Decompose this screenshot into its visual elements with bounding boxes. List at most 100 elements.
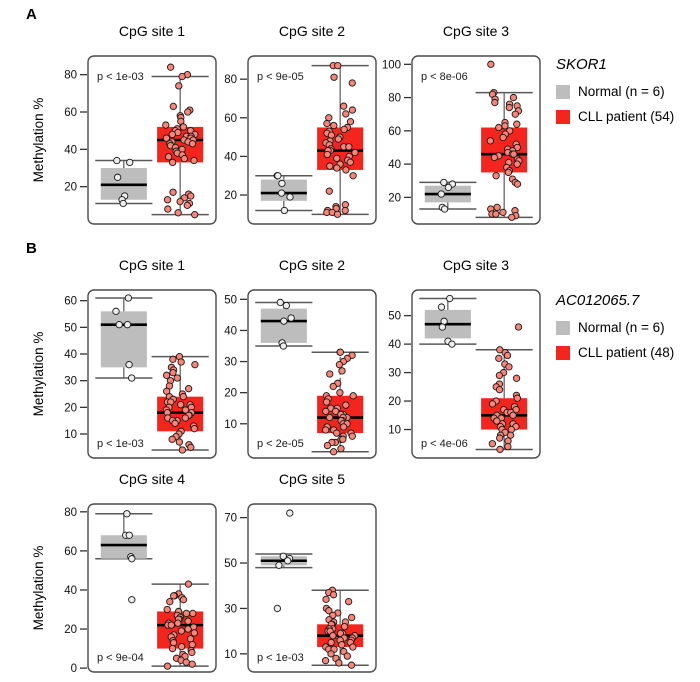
y-tick-label: 80: [64, 70, 77, 82]
data-point: [179, 123, 188, 131]
gene-name-ac012065: AC012065.7: [556, 292, 640, 309]
data-point: [174, 619, 182, 627]
data-point: [178, 72, 186, 81]
cll-boxplot-group: [311, 62, 369, 218]
data-point: [348, 79, 356, 87]
legend-label-normal: Normal (n = 6): [578, 320, 665, 335]
panel-label-a: A: [26, 6, 37, 23]
normal-boxplot-group: [255, 172, 313, 215]
normal-box: [100, 535, 147, 559]
y-tick-label: 50: [224, 294, 237, 306]
data-point: [504, 442, 512, 451]
y-tick-label: 60: [64, 296, 77, 308]
data-point: [162, 371, 171, 379]
boxplot-skor1-cpg-site-3: CpG site 3 20 40 60 80 100 p < 8e-06: [382, 23, 541, 225]
data-point: [487, 60, 495, 68]
y-tick-label: 20: [224, 388, 237, 400]
data-point: [323, 441, 332, 450]
data-point: [273, 604, 281, 613]
y-axis-label: Methylation %: [31, 546, 46, 631]
data-point: [495, 386, 504, 394]
data-point: [125, 531, 133, 539]
data-point: [336, 348, 344, 356]
data-point: [184, 385, 193, 393]
data-point: [171, 419, 179, 427]
data-point: [501, 122, 509, 130]
data-point: [169, 102, 177, 111]
data-point: [177, 627, 186, 635]
data-point: [340, 622, 349, 631]
data-point: [279, 552, 287, 560]
plot-title: CpG site 4: [119, 471, 185, 487]
data-point: [513, 180, 522, 188]
data-point: [344, 597, 353, 606]
data-point: [333, 164, 341, 172]
y-tick-label: 100: [382, 59, 401, 71]
data-point: [349, 643, 357, 651]
data-point: [342, 110, 350, 118]
legend-label-normal: Normal (n = 6): [578, 84, 665, 99]
data-point: [322, 595, 330, 604]
cll-boxplot-group: [475, 60, 533, 221]
data-point: [499, 208, 507, 217]
data-point: [167, 621, 175, 629]
y-tick-label: 40: [64, 349, 77, 361]
normal-box: [260, 179, 307, 201]
data-point: [112, 307, 120, 315]
data-point: [183, 201, 191, 209]
y-axis-label: Methylation %: [31, 332, 46, 417]
data-point: [187, 443, 195, 451]
data-point: [179, 596, 188, 604]
y-tick-label: 10: [64, 429, 77, 441]
data-point: [351, 148, 359, 157]
data-point: [444, 183, 453, 192]
data-point: [440, 205, 449, 213]
y-tick-label: 40: [224, 151, 237, 163]
y-tick-label: 50: [64, 322, 77, 334]
boxplot-ac012065-cpg-site-5: CpG site 5 10 30 50 70 p < 1e-03: [224, 471, 377, 673]
data-point: [286, 193, 294, 201]
data-point: [184, 617, 192, 625]
data-point: [286, 509, 294, 517]
data-point: [162, 121, 170, 129]
y-tick-label: 60: [388, 126, 401, 138]
data-point: [329, 448, 338, 456]
data-point: [492, 172, 500, 180]
data-point: [491, 98, 499, 107]
data-point: [338, 641, 346, 649]
p-value-label: p < 9e-04: [97, 652, 144, 664]
y-tick-label: 40: [388, 159, 401, 171]
data-point: [493, 203, 501, 212]
data-point: [510, 150, 518, 158]
boxplot-skor1-cpg-site-1: CpG site 1 Methylation % 20 40 60 80 p < 1e-03: [31, 23, 217, 225]
data-point: [496, 434, 504, 442]
data-point: [505, 103, 513, 112]
data-point: [488, 440, 497, 448]
plot-title: CpG site 3: [443, 23, 509, 39]
y-tick-label: 80: [388, 93, 401, 105]
data-point: [330, 73, 338, 81]
data-point: [188, 648, 196, 657]
y-tick-label: 40: [224, 325, 237, 337]
data-point: [275, 561, 283, 569]
data-point: [168, 644, 177, 653]
data-point: [486, 137, 494, 145]
data-point: [329, 591, 338, 599]
data-point: [492, 210, 500, 218]
data-point: [169, 369, 177, 377]
data-point: [321, 656, 330, 665]
data-point: [349, 392, 357, 400]
y-tick-label: 10: [224, 649, 237, 661]
data-point: [123, 510, 131, 518]
cll-swatch: [556, 345, 570, 360]
normal-boxplot-group: [95, 156, 153, 208]
data-point: [346, 118, 355, 126]
data-point: [512, 374, 521, 382]
data-point: [513, 160, 521, 168]
y-tick-label: 80: [64, 507, 77, 519]
data-point: [188, 660, 196, 668]
data-point: [163, 662, 172, 670]
data-point: [179, 393, 187, 401]
data-point: [164, 205, 172, 213]
p-value-label: p < 1e-03: [97, 438, 144, 450]
